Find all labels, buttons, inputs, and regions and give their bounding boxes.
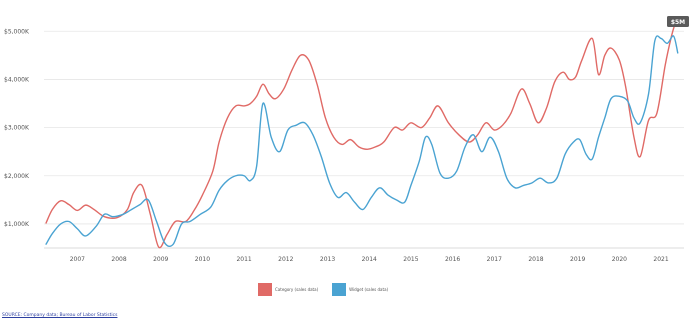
x-tick-label: 2008 (111, 256, 126, 263)
x-tick-label: 2011 (236, 256, 251, 263)
x-tick-label: 2019 (570, 256, 585, 263)
x-tick-label: 2014 (362, 256, 377, 263)
x-tick-label: 2007 (70, 256, 85, 263)
series-line-blue (45, 35, 679, 247)
legend-item-blue[interactable]: Widget (sales data) (332, 283, 388, 296)
y-axis: $1,000K $2,000K $3,000K $4,000K $5,000K (4, 28, 30, 228)
legend-label-red: Category (sales data) (275, 287, 319, 292)
x-tick-label: 2009 (153, 256, 168, 263)
end-value-badge: $5M (667, 16, 689, 27)
end-badge-box (667, 16, 689, 27)
y-tick-label: $2,000K (4, 173, 30, 180)
series-lines (45, 20, 679, 249)
end-badge-label: $5M (671, 19, 685, 26)
legend-swatch-blue (332, 283, 347, 296)
y-tick-label: $3,000K (4, 125, 30, 132)
legend: Category (sales data) Widget (sales data… (258, 283, 388, 296)
series-line-red (45, 20, 677, 249)
x-tick-label: 2010 (195, 256, 210, 263)
y-tick-label: $1,000K (4, 221, 30, 228)
x-tick-label: 2017 (487, 256, 502, 263)
gridlines (44, 30, 684, 225)
legend-label-blue: Widget (sales data) (349, 287, 389, 292)
x-tick-label: 2016 (445, 256, 460, 263)
x-tick-label: 2018 (528, 256, 543, 263)
x-tick-label: 2013 (320, 256, 335, 263)
source-note-link[interactable]: SOURCE: Company data; Bureau of Labor St… (2, 313, 118, 318)
x-axis: 2007 2008 2009 2010 2011 2012 2013 2014 2015 2016… (44, 247, 684, 263)
x-tick-label: 2012 (278, 256, 293, 263)
x-tick-label: 2015 (403, 256, 418, 263)
legend-swatch-red (258, 283, 272, 296)
x-tick-label: 2021 (653, 256, 668, 263)
y-tick-label: $5,000K (4, 28, 30, 35)
y-tick-label: $4,000K (4, 76, 30, 83)
legend-item-red[interactable]: Category (sales data) (258, 283, 318, 296)
x-tick-label: 2020 (612, 256, 627, 263)
